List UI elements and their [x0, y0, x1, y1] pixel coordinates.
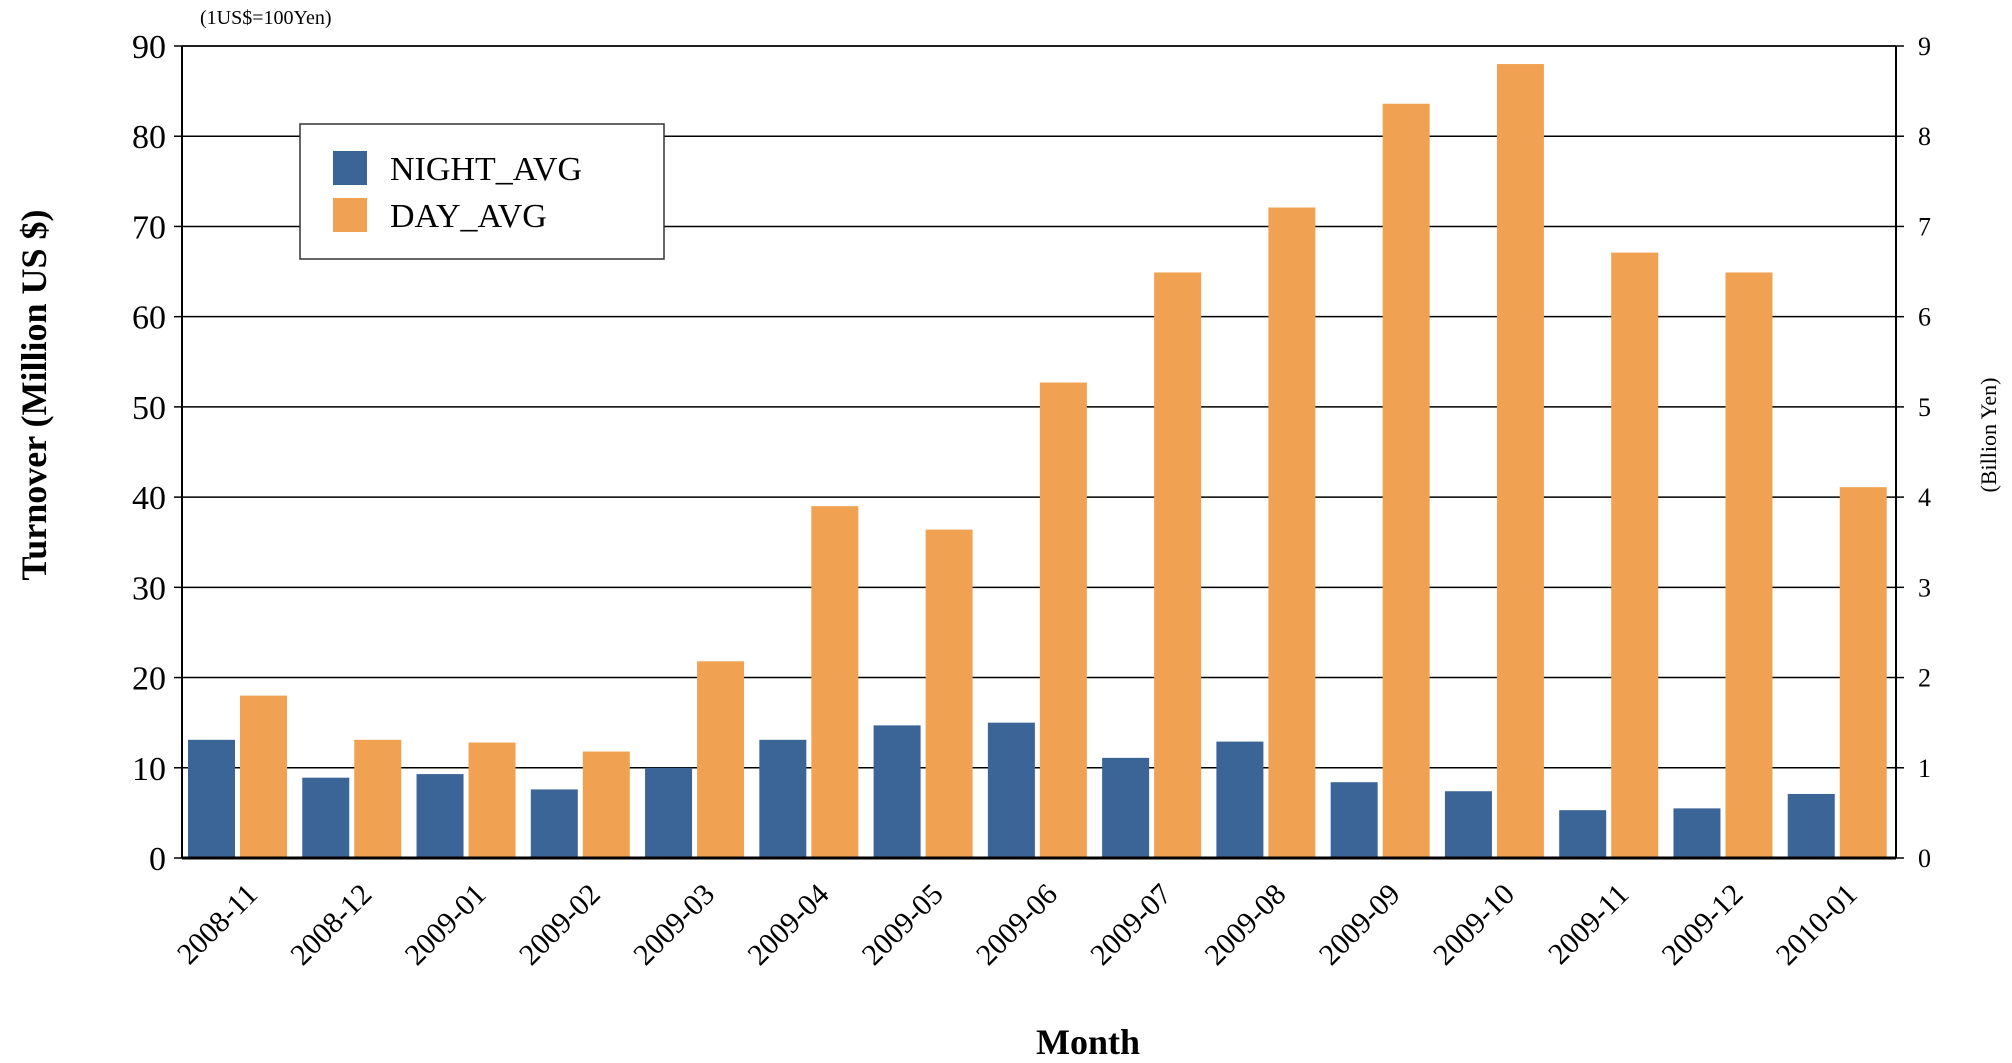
bar-night-avg-2009-01 — [416, 774, 464, 858]
bar-night-avg-2009-08 — [1216, 741, 1264, 858]
bar-day-avg-2009-12 — [1725, 272, 1773, 858]
bar-day-avg-2009-07 — [1154, 272, 1202, 858]
legend-box — [299, 123, 665, 260]
x-tick-label: 2009-09 — [1313, 878, 1407, 972]
bar-day-avg-2009-09 — [1382, 103, 1430, 858]
y2-tick-label: 7 — [1918, 212, 1931, 241]
x-tick-label: 2008-12 — [284, 878, 378, 972]
x-tick-label: 2008-11 — [171, 878, 264, 971]
bar-day-avg-2009-06 — [1039, 382, 1087, 858]
legend-swatch-day — [333, 198, 367, 232]
chart-note: (1US$=100Yen) — [200, 7, 331, 29]
legend-swatch-night — [333, 151, 367, 185]
bar-night-avg-2009-10 — [1444, 791, 1492, 858]
bar-night-avg-2009-05 — [873, 725, 921, 858]
y-axis-title: Turnover (Million US $) — [14, 209, 54, 580]
x-tick-label: 2009-01 — [399, 878, 493, 972]
axes-group — [174, 45, 1904, 860]
x-tick-label: 2009-08 — [1198, 878, 1292, 972]
y-tick-label: 80 — [132, 119, 166, 156]
x-tick-label: 2009-10 — [1427, 878, 1521, 972]
bar-night-avg-2009-09 — [1330, 782, 1378, 858]
bar-night-avg-2008-11 — [188, 739, 235, 858]
y-tick-label: 40 — [132, 480, 166, 517]
legend-label-night: NIGHT_AVG — [390, 151, 582, 188]
bar-day-avg-2008-12 — [354, 739, 402, 858]
y2-tick-label: 1 — [1918, 754, 1931, 783]
y-tick-label: 60 — [132, 300, 166, 337]
bar-day-avg-2009-11 — [1611, 252, 1659, 858]
x-tick-label: 2009-06 — [970, 878, 1064, 972]
y-tick-label: 20 — [132, 661, 166, 698]
bar-day-avg-2009-03 — [697, 661, 745, 858]
y2-tick-label: 8 — [1918, 122, 1931, 151]
y-tick-label: 50 — [132, 390, 166, 427]
bar-night-avg-2009-11 — [1559, 810, 1607, 858]
bar-day-avg-2009-02 — [582, 751, 630, 858]
bar-day-avg-2009-01 — [468, 742, 516, 858]
x-tick-label: 2009-07 — [1084, 878, 1178, 972]
bar-night-avg-2009-03 — [645, 767, 693, 858]
x-tick-label: 2009-02 — [513, 878, 607, 972]
legend-label-day: DAY_AVG — [390, 198, 547, 235]
bar-night-avg-2008-12 — [302, 777, 350, 858]
x-tick-label: 2009-03 — [627, 878, 721, 972]
y-tick-label: 10 — [132, 751, 166, 788]
y-tick-label: 70 — [132, 209, 166, 246]
bar-day-avg-2009-10 — [1496, 64, 1544, 859]
y2-tick-label: 0 — [1918, 844, 1931, 873]
bar-day-avg-2009-08 — [1268, 207, 1316, 858]
y2-axis-title: (Billion Yen) — [1976, 378, 2001, 493]
y2-tick-label: 6 — [1918, 303, 1931, 332]
legend: NIGHT_AVG DAY_AVG — [299, 123, 665, 260]
x-tick-label: 2009-04 — [741, 878, 835, 972]
y2-tick-label: 4 — [1918, 483, 1931, 512]
bar-night-avg-2009-02 — [530, 789, 578, 858]
x-tick-label: 2009-12 — [1656, 878, 1750, 972]
y2-tick-label: 9 — [1918, 32, 1931, 61]
x-axis-title: Month — [1036, 1022, 1140, 1062]
bar-night-avg-2009-04 — [759, 739, 807, 858]
y-tick-label: 30 — [132, 570, 166, 607]
x-tick-label: 2009-11 — [1542, 878, 1635, 971]
y2-tick-label: 2 — [1918, 664, 1931, 693]
y2-tick-label: 5 — [1918, 393, 1931, 422]
y-tick-label: 90 — [132, 29, 166, 66]
bar-day-avg-2010-01 — [1839, 487, 1887, 858]
x-tick-label: 2010-01 — [1770, 878, 1864, 972]
bar-night-avg-2009-06 — [987, 722, 1035, 858]
bar-night-avg-2009-12 — [1673, 808, 1721, 858]
bar-day-avg-2009-04 — [811, 506, 859, 858]
bar-day-avg-2009-05 — [925, 529, 973, 858]
x-tick-label: 2009-05 — [856, 878, 950, 972]
bar-night-avg-2010-01 — [1787, 793, 1835, 858]
y2-tick-label: 3 — [1918, 573, 1931, 602]
bar-day-avg-2008-11 — [240, 695, 287, 858]
bar-night-avg-2009-07 — [1102, 757, 1150, 858]
bars-group — [188, 64, 1887, 859]
y-tick-label: 0 — [149, 841, 166, 878]
